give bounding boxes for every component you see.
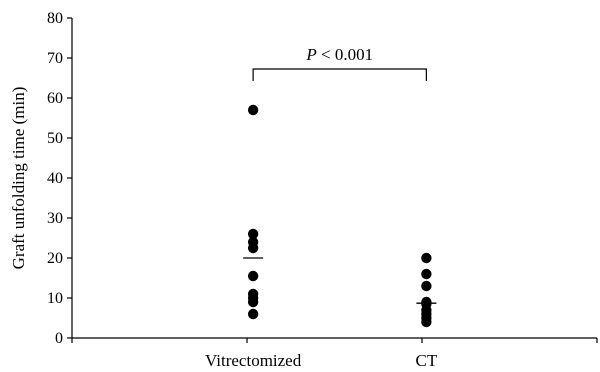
data-point xyxy=(247,308,259,320)
y-tick-label: 60 xyxy=(47,90,63,107)
data-points xyxy=(247,104,432,328)
data-point xyxy=(247,104,259,116)
data-point xyxy=(421,316,432,328)
p-symbol: P xyxy=(305,45,316,64)
y-axis-label: Graft unfolding time (min) xyxy=(9,87,28,270)
data-point xyxy=(421,280,432,292)
significance-annotation: P < 0.001 xyxy=(252,45,427,81)
p-rest: < 0.001 xyxy=(317,45,373,64)
y-tick-label: 50 xyxy=(47,130,63,147)
data-point xyxy=(247,242,259,254)
y-tick-label: 30 xyxy=(47,210,63,227)
data-point xyxy=(247,228,259,240)
y-tick-label: 20 xyxy=(47,250,63,267)
data-point xyxy=(421,252,432,264)
x-category-label: Vitrectomized xyxy=(205,351,302,370)
y-tick-label: 80 xyxy=(47,10,63,27)
data-point xyxy=(247,270,259,282)
y-tick-label: 40 xyxy=(47,170,63,187)
significance-bracket xyxy=(252,68,427,81)
y-ticks: 0 10 20 30 40 50 60 70 80 xyxy=(47,10,72,347)
mean-markers xyxy=(243,257,437,304)
data-point xyxy=(247,296,259,308)
x-category-label: CT xyxy=(416,351,438,370)
axes xyxy=(71,18,598,343)
y-tick-label: 10 xyxy=(47,290,63,307)
data-point xyxy=(421,268,432,280)
p-value-label: P < 0.001 xyxy=(305,45,373,64)
y-tick-label: 70 xyxy=(47,50,63,67)
x-category-labels: Vitrectomized CT xyxy=(205,351,438,370)
y-tick-label: 0 xyxy=(55,330,63,347)
